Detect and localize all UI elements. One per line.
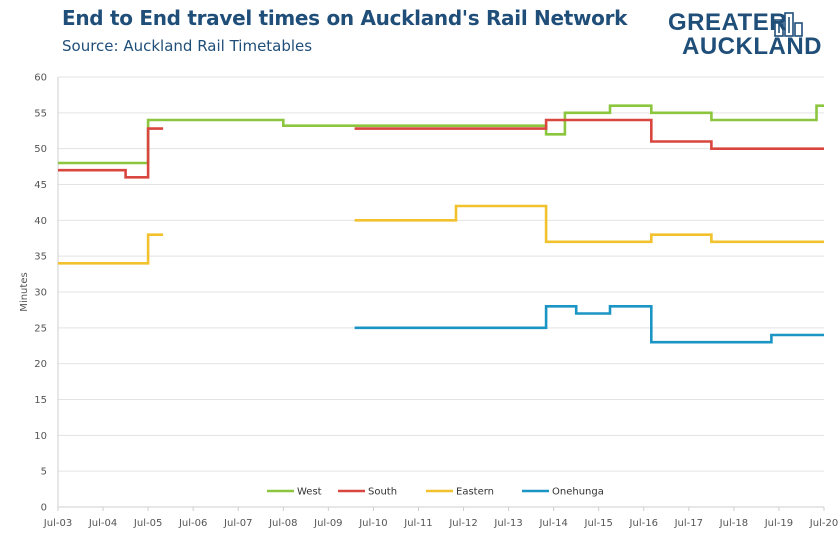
x-tick-label: Jul-16 [629, 518, 658, 529]
x-tick-label: Jul-10 [358, 518, 387, 529]
y-tick-label: 5 [41, 467, 47, 478]
y-tick-label: 50 [34, 144, 47, 155]
y-tick-label: 25 [34, 323, 47, 334]
x-tick-label: Jul-05 [133, 518, 162, 529]
y-tick-label: 0 [41, 503, 47, 514]
series-lines [58, 104, 824, 344]
x-tick-label: Jul-15 [584, 518, 613, 529]
y-tick-label: 15 [34, 395, 47, 406]
series-line-eastern-2 [354, 204, 824, 244]
x-tick-label: Jul-06 [178, 518, 207, 529]
series-line-eastern-1 [58, 233, 164, 265]
x-tick-label: Jul-20 [809, 518, 838, 529]
y-tick-label: 10 [34, 431, 47, 442]
series-line-onehunga-1 [354, 304, 824, 344]
y-axis-label: Minutes [19, 272, 30, 311]
y-tick-label: 20 [34, 359, 47, 370]
axes: 0 5 10 15 20 25 30 35 40 45 50 55 60 Jul-03 Jul-04 Jul-… [34, 73, 838, 530]
legend-label-south: South [368, 487, 397, 498]
x-tick-label: Jul-18 [719, 518, 748, 529]
x-tick-label: Jul-07 [223, 518, 252, 529]
y-tick-label: 30 [34, 288, 47, 299]
y-tick-label: 35 [34, 252, 47, 263]
x-tick-label: Jul-14 [538, 518, 567, 529]
y-tick-label: 40 [34, 216, 47, 227]
x-tick-label: Jul-17 [674, 518, 703, 529]
x-tick-label: Jul-13 [493, 518, 522, 529]
chart-subtitle: Source: Auckland Rail Timetables [62, 37, 313, 55]
buildings-icon [774, 12, 803, 37]
y-tick-label: 45 [34, 180, 47, 191]
x-tick-label: Jul-08 [268, 518, 297, 529]
x-tick-label: Jul-04 [88, 518, 117, 529]
series-line-south-2 [354, 118, 824, 150]
x-tick-label: Jul-09 [313, 518, 342, 529]
greater-auckland-logo: GREATER AUCKLAND [668, 11, 828, 63]
logo-text-line2: AUCKLAND [682, 33, 822, 60]
chart-title: End to End travel times on Auckland's Ra… [62, 6, 628, 30]
x-tick-label: Jul-12 [448, 518, 477, 529]
logo-text-line1: GREATER [668, 9, 788, 36]
x-tick-label: Jul-19 [764, 518, 793, 529]
legend-label-eastern: Eastern [456, 487, 494, 498]
series-line-west-1 [58, 104, 824, 165]
y-tick-label: 60 [34, 73, 47, 84]
series-line-south-1 [58, 127, 164, 179]
x-tick-label: Jul-03 [43, 518, 72, 529]
legend-label-onehunga: Onehunga [552, 487, 604, 498]
legend: West South Eastern Onehunga [267, 487, 604, 498]
legend-label-west: West [297, 487, 322, 498]
y-tick-label: 55 [34, 108, 47, 119]
x-tick-label: Jul-11 [403, 518, 432, 529]
